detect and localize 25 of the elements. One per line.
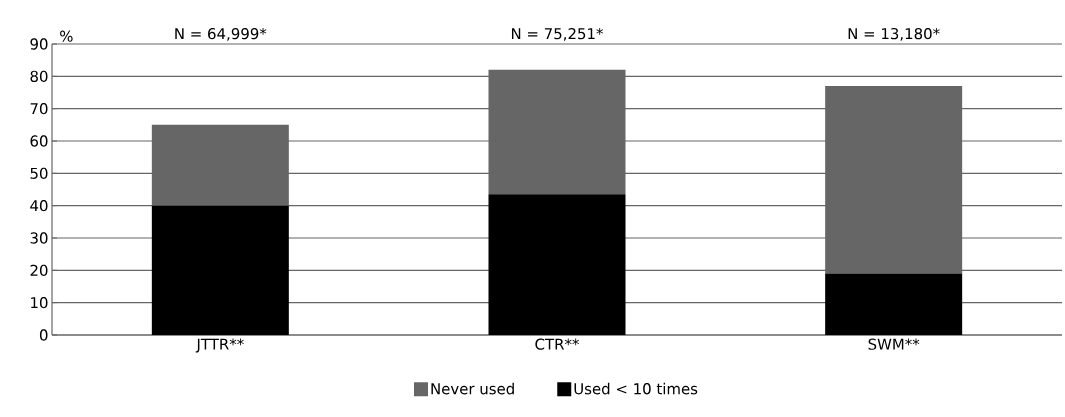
- text: N = 75,251*: [511, 27, 604, 41]
- x-tick-label: CTR**: [535, 338, 579, 350]
- y-tick-label: 40: [30, 200, 48, 212]
- bar: [488, 69, 626, 195]
- bar: [151, 205, 289, 335]
- y-tick-label: 60: [30, 135, 48, 147]
- y-axis-title: %: [60, 30, 73, 42]
- legend-label: Used < 10 times: [574, 382, 698, 395]
- x-tick-label: SWM**: [868, 338, 920, 350]
- y-tick-label: 0: [39, 329, 48, 341]
- y-tick-label: 30: [30, 232, 48, 244]
- bar: [825, 273, 963, 335]
- y-tick-label: 20: [30, 264, 48, 276]
- y-tick-label: 10: [31, 297, 48, 309]
- y-tick-label: 80: [30, 70, 48, 82]
- bar: [151, 124, 289, 206]
- y-tick-label: 90: [30, 38, 48, 50]
- bar: [488, 194, 626, 335]
- y-tick-label: 70: [30, 103, 48, 115]
- bar: [825, 86, 963, 274]
- text: N = 13,180*: [848, 27, 940, 41]
- text: N = 64,999*: [175, 27, 267, 41]
- y-tick-label: 50: [30, 167, 48, 179]
- x-tick-label: JTTR**: [195, 338, 244, 353]
- legend-label: Never used: [431, 382, 514, 395]
